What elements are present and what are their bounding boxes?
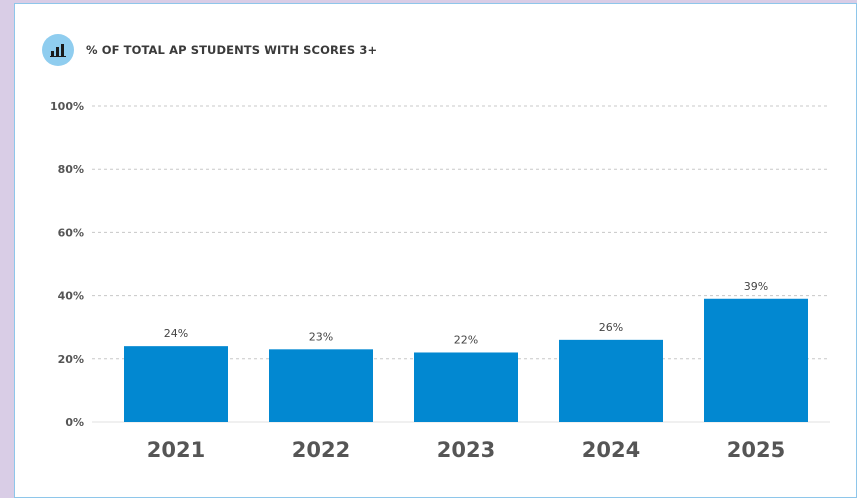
data-label: 22% [454, 333, 478, 346]
x-tick-label: 2023 [437, 438, 495, 462]
chart-title: % OF TOTAL AP STUDENTS WITH SCORES 3+ [86, 43, 378, 57]
bar-chart-icon [42, 34, 74, 66]
bar [269, 349, 373, 422]
x-tick-label: 2025 [727, 438, 785, 462]
y-tick-label: 40% [58, 290, 84, 303]
y-tick-label: 20% [58, 353, 84, 366]
bar [414, 352, 518, 422]
x-tick-label: 2024 [582, 438, 640, 462]
data-label: 23% [309, 330, 333, 343]
x-tick-label: 2021 [147, 438, 205, 462]
bar [124, 346, 228, 422]
y-tick-label: 100% [50, 100, 84, 113]
data-label: 24% [164, 327, 188, 340]
bar [559, 339, 663, 422]
y-tick-label: 60% [58, 226, 84, 239]
bar [704, 298, 808, 422]
chart-header: % OF TOTAL AP STUDENTS WITH SCORES 3+ [42, 34, 377, 66]
y-tick-label: 80% [58, 163, 84, 176]
x-tick-label: 2022 [292, 438, 350, 462]
y-tick-label: 0% [65, 416, 84, 429]
data-label: 39% [744, 280, 768, 293]
data-label: 26% [599, 321, 623, 334]
